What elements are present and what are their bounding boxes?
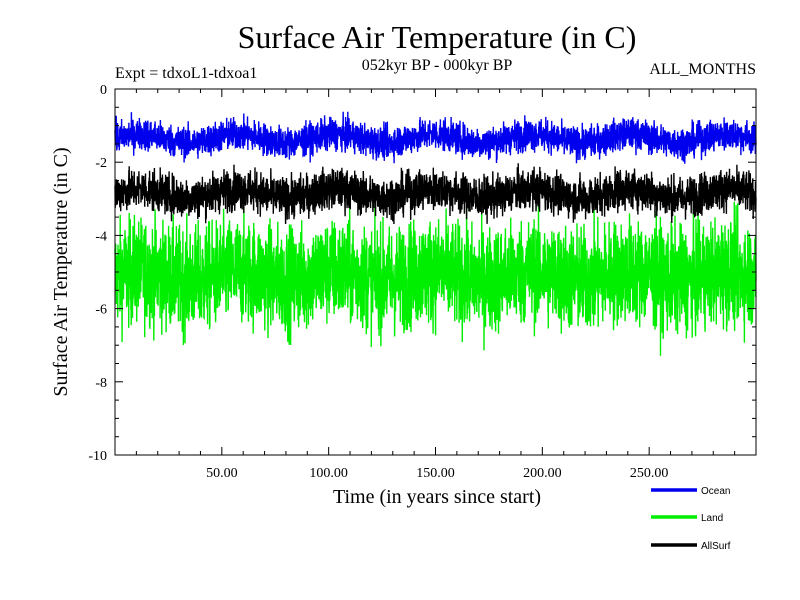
y-tick-label: -10	[88, 449, 107, 464]
y-axis-label: Surface Air Temperature (in C)	[50, 147, 72, 396]
y-tick-label: -8	[95, 376, 107, 391]
x-tick-label: 150.00	[416, 466, 455, 481]
legend-label-allsurf: AllSurf	[701, 541, 731, 552]
x-tick-label: 250.00	[630, 466, 669, 481]
series-layer	[114, 111, 757, 356]
ticks-layer: 0 -2 -4 -6 -8 -10 50.00 100.00 150.00 200.00 250.0…	[88, 83, 756, 481]
x-tick-label: 200.00	[523, 466, 562, 481]
x-tick-label: 100.00	[309, 466, 348, 481]
legend-label-ocean: Ocean	[701, 486, 730, 497]
series-line-land	[114, 199, 757, 356]
y-tick-label: -2	[95, 156, 107, 171]
legend: Ocean Land AllSurf	[651, 486, 731, 552]
period-label: 052kyr BP - 000kyr BP	[362, 57, 513, 74]
x-tick-label: 50.00	[206, 466, 238, 481]
y-tick-label: -6	[95, 303, 107, 318]
experiment-label: Expt = tdxoL1-tdxoa1	[115, 65, 257, 82]
series-line-allsurf	[114, 163, 757, 225]
y-tick-label: -4	[95, 229, 107, 244]
y-tick-label: 0	[100, 83, 107, 98]
series-line-ocean	[114, 111, 757, 164]
chart-title: Surface Air Temperature (in C)	[238, 19, 637, 55]
legend-label-land: Land	[701, 513, 723, 524]
months-label: ALL_MONTHS	[649, 61, 756, 78]
x-axis-label: Time (in years since start)	[333, 486, 541, 508]
